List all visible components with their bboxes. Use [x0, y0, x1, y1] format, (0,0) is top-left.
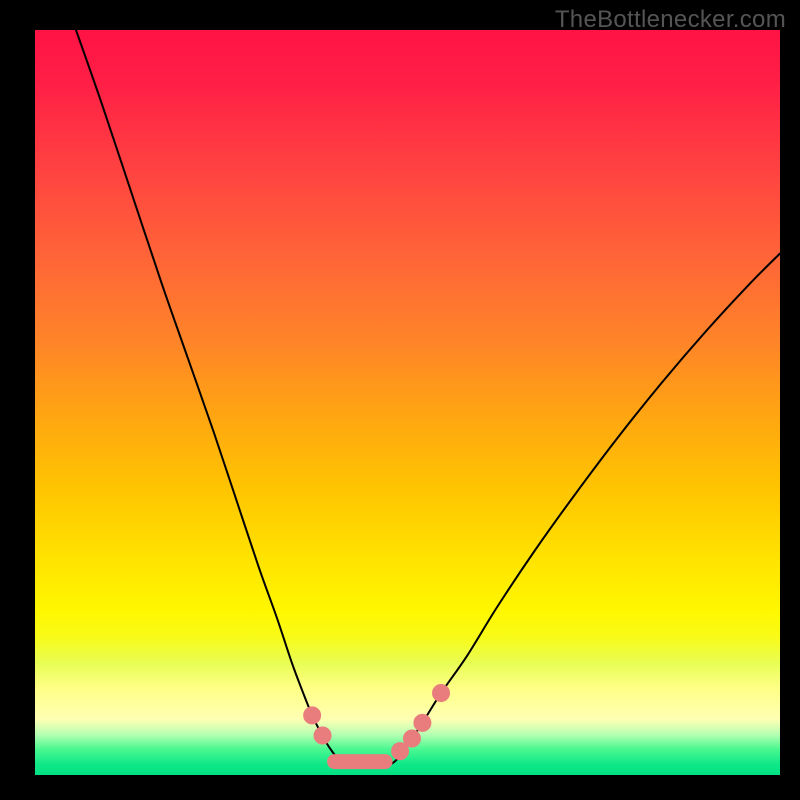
- curve-left-branch: [76, 30, 348, 768]
- curve-marker: [403, 730, 420, 747]
- marker-bottom-band: [327, 754, 393, 769]
- curve-marker: [414, 714, 431, 731]
- bottleneck-curve: [35, 30, 780, 775]
- curve-marker: [304, 707, 321, 724]
- watermark-text: TheBottlenecker.com: [555, 6, 786, 34]
- stage: TheBottlenecker.com: [0, 0, 800, 800]
- curve-markers: [304, 685, 450, 760]
- curve-marker: [433, 685, 450, 702]
- curve-marker: [314, 727, 331, 744]
